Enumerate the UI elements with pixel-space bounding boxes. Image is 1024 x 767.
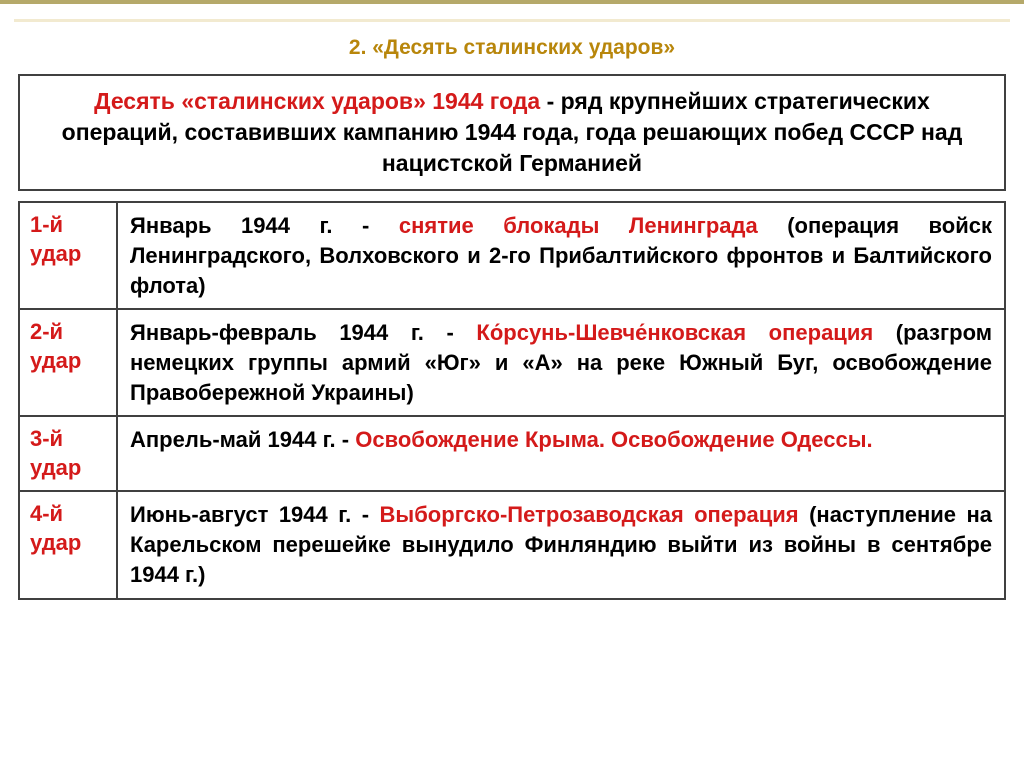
intro-definition-box: Десять «сталинских ударов» 1944 года - р… (18, 74, 1006, 191)
strike-desc-cell: Январь 1944 г. - снятие блокады Ленингра… (117, 202, 1005, 309)
intro-red-phrase: Десять «сталинских ударов» 1944 года (94, 88, 540, 114)
strike-operation-name: Ко́рсунь-Шевче́нковская операция (476, 320, 873, 345)
table-row: 1-й удар Январь 1944 г. - снятие блокады… (19, 202, 1005, 309)
strike-date: Апрель-май 1944 г. (130, 427, 336, 452)
strike-number-cell: 3-й удар (19, 416, 117, 491)
strike-number-line1: 4-й (30, 501, 63, 526)
strike-number-line2: удар (30, 241, 81, 266)
strike-number-line2: удар (30, 530, 81, 555)
strike-sep: - (424, 320, 476, 345)
strike-operation-name: Освобождение Крыма. Освобождение Одессы. (355, 427, 872, 452)
section-title: 2. «Десять сталинских ударов» (14, 36, 1010, 60)
top-accent-rule (14, 19, 1010, 22)
strike-number-line1: 1-й (30, 212, 63, 237)
strike-date: Июнь-август 1944 г. (130, 502, 351, 527)
table-row: 2-й удар Январь-февраль 1944 г. - Ко́рсу… (19, 309, 1005, 416)
strike-number-cell: 4-й удар (19, 491, 117, 598)
strike-sep: - (362, 213, 399, 238)
strike-date: Январь-февраль 1944 г. (130, 320, 424, 345)
table-row: 3-й удар Апрель-май 1944 г. - Освобожден… (19, 416, 1005, 491)
strike-desc-cell: Апрель-май 1944 г. - Освобождение Крыма.… (117, 416, 1005, 491)
strike-number-line1: 3-й (30, 426, 63, 451)
strike-number-line2: удар (30, 455, 81, 480)
strike-number-cell: 2-й удар (19, 309, 117, 416)
strike-sep: - (336, 427, 356, 452)
table-row: 4-й удар Июнь-август 1944 г. - Выборгско… (19, 491, 1005, 598)
strike-date: Январь 1944 г. (130, 213, 362, 238)
strike-operation-name: снятие блокады Ленинграда (399, 213, 758, 238)
strike-operation-name: Выборгско-Петрозаводская операция (380, 502, 799, 527)
strike-sep: - (351, 502, 379, 527)
strikes-table: 1-й удар Январь 1944 г. - снятие блокады… (18, 201, 1006, 599)
strike-number-line1: 2-й (30, 319, 63, 344)
strike-number-line2: удар (30, 348, 81, 373)
strike-desc-cell: Июнь-август 1944 г. - Выборгско-Петрозав… (117, 491, 1005, 598)
strike-number-cell: 1-й удар (19, 202, 117, 309)
strike-desc-cell: Январь-февраль 1944 г. - Ко́рсунь-Шевче́… (117, 309, 1005, 416)
